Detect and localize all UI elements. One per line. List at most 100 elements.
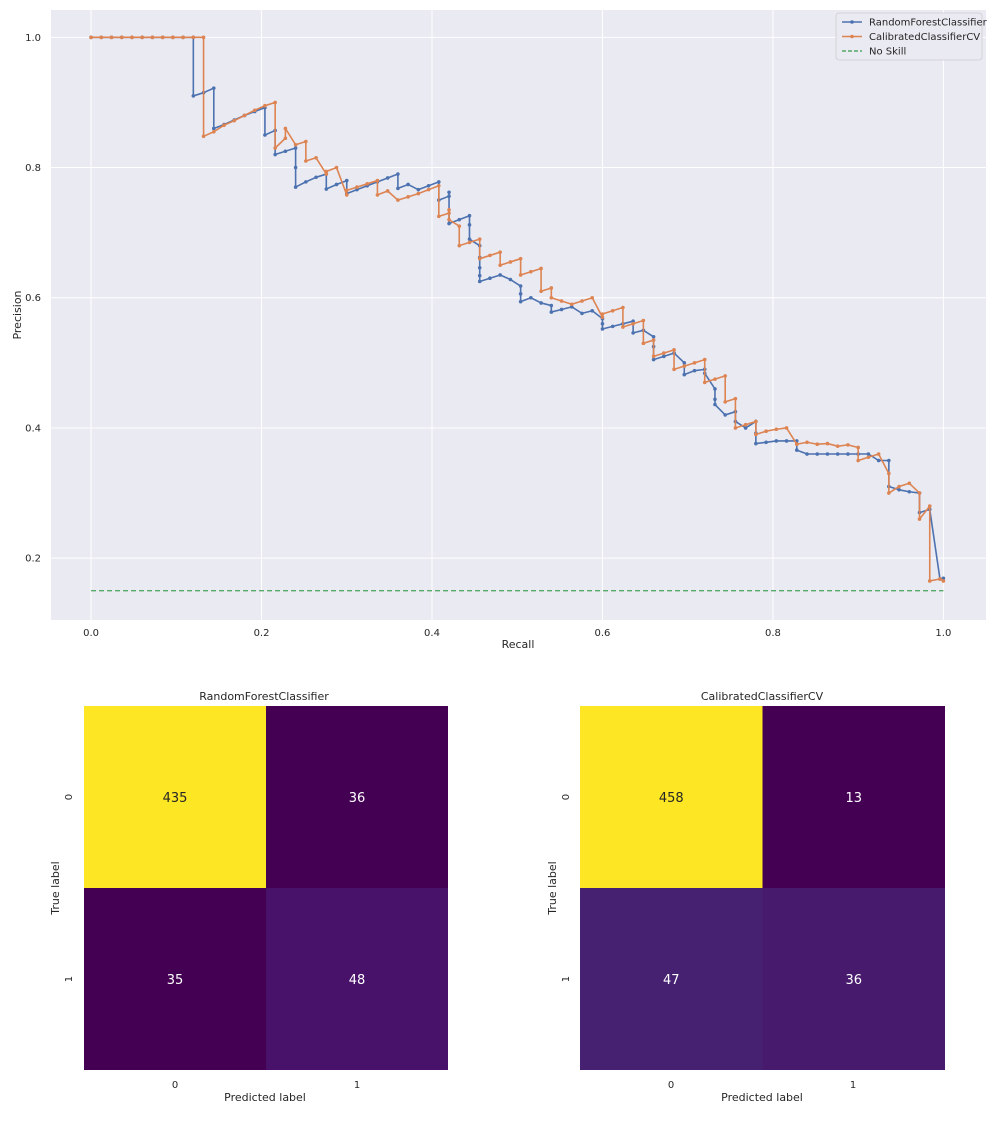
pr-xtick-label: 0.8 — [765, 628, 781, 639]
data-point-calibratedclassifiercv — [447, 217, 451, 222]
data-point-randomforestclassifier — [539, 301, 543, 305]
data-point-calibratedclassifiercv — [815, 442, 820, 447]
data-point-calibratedclassifiercv — [324, 169, 329, 174]
data-point-calibratedclassifiercv — [457, 243, 462, 248]
data-point-randomforestclassifier — [941, 576, 946, 581]
data-point-randomforestclassifier — [713, 387, 717, 391]
data-point-randomforestclassifier — [344, 178, 349, 183]
data-point-randomforestclassifier — [713, 402, 717, 407]
data-point-randomforestclassifier — [396, 172, 400, 176]
data-point-calibratedclassifiercv — [764, 429, 768, 434]
data-point-randomforestclassifier — [569, 305, 574, 309]
pr-ytick-label: 0.6 — [25, 293, 41, 304]
data-point-randomforestclassifier — [211, 86, 216, 90]
data-point-calibratedclassifiercv — [273, 100, 277, 105]
pr-tick-labels: 0.0 0.2 0.4 0.6 0.8 1.0 0.2 0.4 0.6 0.8 1.0 — [25, 33, 951, 639]
data-point-calibratedclassifiercv — [651, 338, 656, 342]
data-point-calibratedclassifiercv — [641, 318, 646, 323]
cm2-cells: 458 13 47 36 — [580, 706, 945, 1070]
data-point-calibratedclassifiercv — [866, 455, 871, 460]
data-point-calibratedclassifiercv — [457, 224, 462, 228]
data-point-calibratedclassifiercv — [733, 396, 738, 401]
data-point-randomforestclassifier — [324, 187, 329, 191]
pr-xtick-label: 1.0 — [935, 628, 951, 639]
data-point-calibratedclassifiercv — [447, 211, 451, 215]
data-point-calibratedclassifiercv — [437, 214, 441, 219]
data-point-calibratedclassifiercv — [447, 208, 451, 212]
data-point-calibratedclassifiercv — [426, 187, 431, 192]
data-point-randomforestclassifier — [764, 440, 768, 445]
data-point-randomforestclassifier — [355, 187, 359, 192]
data-point-calibratedclassifiercv — [846, 443, 850, 447]
data-point-randomforestclassifier — [314, 175, 318, 180]
data-point-randomforestclassifier — [273, 152, 277, 157]
data-point-randomforestclassifier — [600, 321, 605, 326]
data-point-calibratedclassifiercv — [941, 579, 946, 583]
cm1-cells: 435 36 35 48 — [84, 706, 448, 1070]
data-point-calibratedclassifiercv — [375, 178, 380, 183]
data-point-randomforestclassifier — [304, 180, 308, 184]
data-point-randomforestclassifier — [211, 126, 216, 131]
data-point-calibratedclassifiercv — [631, 321, 635, 326]
data-point-randomforestclassifier — [426, 183, 431, 188]
data-point-randomforestclassifier — [467, 237, 472, 241]
data-point-calibratedclassifiercv — [242, 113, 247, 118]
data-point-calibratedclassifiercv — [784, 426, 789, 430]
data-point-calibratedclassifiercv — [876, 452, 881, 456]
data-point-calibratedclassifiercv — [191, 35, 196, 40]
data-point-randomforestclassifier — [580, 311, 584, 316]
data-point-calibratedclassifiercv — [662, 351, 666, 355]
data-point-calibratedclassifiercv — [825, 441, 830, 446]
cm-cell-value: 47 — [663, 973, 680, 988]
data-point-calibratedclassifiercv — [754, 432, 758, 437]
data-point-calibratedclassifiercv — [754, 419, 758, 424]
data-point-randomforestclassifier — [263, 133, 267, 137]
data-point-calibratedclassifiercv — [488, 253, 492, 258]
cm-cell — [266, 888, 448, 1070]
data-point-calibratedclassifiercv — [222, 123, 226, 128]
data-point-calibratedclassifiercv — [702, 357, 707, 362]
data-point-calibratedclassifiercv — [477, 237, 482, 241]
data-point-calibratedclassifiercv — [938, 577, 942, 581]
cm-calibrated-panel: CalibratedClassifierCV 458 13 47 36 0 1 0 1… — [546, 690, 945, 1104]
pr-series-group — [89, 35, 946, 592]
data-point-calibratedclassifiercv — [539, 289, 543, 294]
data-point-calibratedclassifiercv — [539, 266, 543, 271]
data-point-randomforestclassifier — [477, 266, 482, 270]
cm2-xlabel: Predicted label — [721, 1091, 803, 1104]
data-point-calibratedclassifiercv — [580, 299, 584, 303]
data-point-calibratedclassifiercv — [498, 250, 502, 254]
data-point-randomforestclassifier — [682, 372, 687, 377]
data-point-calibratedclassifiercv — [355, 185, 359, 189]
data-point-calibratedclassifiercv — [324, 172, 329, 176]
cm2-ytick-0: 0 — [561, 794, 572, 800]
data-point-randomforestclassifier — [559, 307, 564, 312]
data-point-calibratedclassifiercv — [171, 35, 175, 40]
data-point-randomforestclassifier — [743, 426, 748, 430]
cm2-xtick-0: 0 — [668, 1080, 674, 1091]
pr-ytick-label: 0.8 — [25, 163, 41, 174]
data-point-calibratedclassifiercv — [549, 286, 554, 290]
data-point-randomforestclassifier — [385, 176, 390, 180]
data-point-calibratedclassifiercv — [692, 361, 697, 365]
data-point-calibratedclassifiercv — [856, 445, 860, 450]
cm1-xlabel: Predicted label — [224, 1091, 306, 1104]
data-point-calibratedclassifiercv — [263, 103, 267, 108]
legend-label: CalibratedClassifierCV — [869, 32, 980, 43]
data-point-calibratedclassifiercv — [590, 295, 595, 300]
data-point-randomforestclassifier — [549, 303, 554, 308]
cm-cell — [580, 706, 763, 888]
data-point-calibratedclassifiercv — [109, 35, 114, 40]
data-point-calibratedclassifiercv — [89, 35, 93, 40]
data-point-randomforestclassifier — [815, 452, 820, 456]
data-point-calibratedclassifiercv — [682, 364, 687, 368]
data-point-calibratedclassifiercv — [610, 308, 615, 313]
data-point-randomforestclassifier — [549, 310, 554, 314]
data-point-calibratedclassifiercv — [805, 440, 809, 445]
data-point-randomforestclassifier — [467, 223, 472, 227]
data-point-calibratedclassifiercv — [375, 193, 380, 197]
data-point-randomforestclassifier — [713, 397, 717, 402]
data-point-calibratedclassifiercv — [406, 195, 410, 199]
data-point-randomforestclassifier — [293, 185, 298, 189]
data-point-randomforestclassifier — [518, 292, 523, 296]
